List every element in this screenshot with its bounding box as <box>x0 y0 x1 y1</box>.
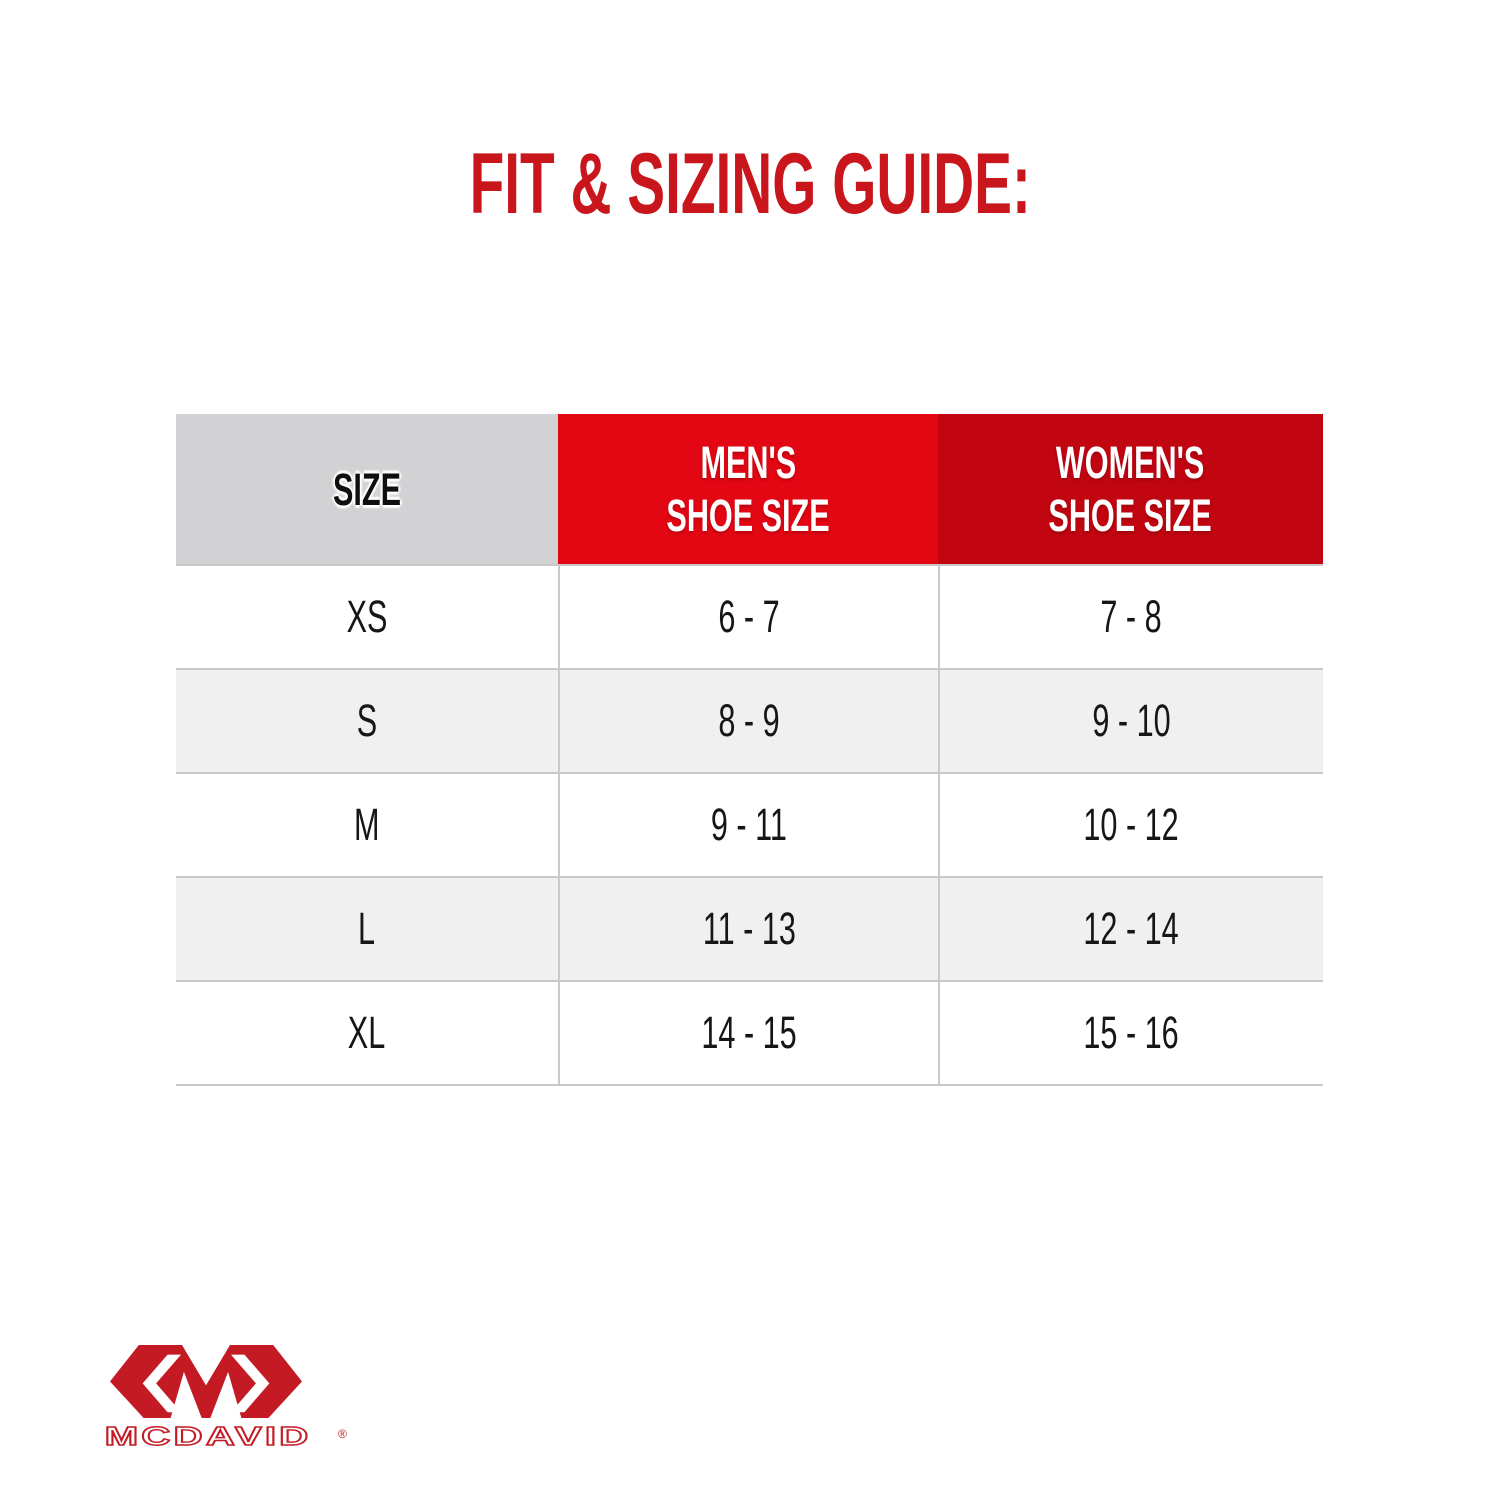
cell-size-text: XS <box>346 591 388 642</box>
cell-womens: 9 - 10 <box>938 670 1323 772</box>
cell-size-text: L <box>358 903 376 954</box>
table-row-l: L 11 - 13 12 - 14 <box>176 876 1323 980</box>
col-header-size: SIZE <box>176 414 558 564</box>
cell-mens: 14 - 15 <box>558 982 938 1084</box>
cell-mens-text: 14 - 15 <box>701 1007 797 1058</box>
cell-size-text: XL <box>348 1007 386 1058</box>
cell-mens-text: 6 - 7 <box>718 591 780 642</box>
cell-size-text: S <box>356 695 378 746</box>
cell-womens-text: 15 - 16 <box>1083 1007 1180 1058</box>
cell-womens: 7 - 8 <box>938 566 1323 668</box>
mcdavid-logo: MCDAVID ® <box>72 1326 372 1476</box>
cell-mens: 11 - 13 <box>558 878 938 980</box>
cell-mens: 6 - 7 <box>558 566 938 668</box>
mcdavid-wordmark: MCDAVID <box>105 1422 312 1451</box>
cell-womens-text: 7 - 8 <box>1100 591 1163 642</box>
page-title: FIT & SIZING GUIDE: <box>0 141 1500 227</box>
cell-size: XS <box>176 566 558 668</box>
cell-size: XL <box>176 982 558 1084</box>
page-title-text: FIT & SIZING GUIDE: <box>469 136 1031 232</box>
sizing-table: SIZE MEN'S SHOE SIZE WOMEN'S SHOE SIZE X… <box>176 414 1323 1086</box>
cell-size: M <box>176 774 558 876</box>
cell-womens-text: 10 - 12 <box>1083 799 1180 850</box>
cell-womens: 10 - 12 <box>938 774 1323 876</box>
cell-mens-text: 9 - 11 <box>711 799 787 850</box>
table-row-s: S 8 - 9 9 - 10 <box>176 668 1323 772</box>
cell-womens: 12 - 14 <box>938 878 1323 980</box>
col-header-womens-shoe-size: WOMEN'S SHOE SIZE <box>938 414 1323 564</box>
cell-size: L <box>176 878 558 980</box>
col-header-size-label: SIZE <box>332 463 402 515</box>
col-header-womens-line1: WOMEN'S <box>1056 437 1205 488</box>
cell-mens: 9 - 11 <box>558 774 938 876</box>
cell-womens-text: 9 - 10 <box>1092 695 1171 746</box>
cell-mens-text: 8 - 9 <box>718 695 780 746</box>
cell-mens-text: 11 - 13 <box>702 903 796 954</box>
table-row-xs: XS 6 - 7 7 - 8 <box>176 564 1323 668</box>
table-header-row: SIZE MEN'S SHOE SIZE WOMEN'S SHOE SIZE <box>176 414 1323 564</box>
registered-trademark-symbol: ® <box>338 1427 347 1441</box>
cell-womens-text: 12 - 14 <box>1083 903 1180 954</box>
mcdavid-emblem-icon: MCDAVID ® <box>104 1345 347 1452</box>
table-row-m: M 9 - 11 10 - 12 <box>176 772 1323 876</box>
cell-womens: 15 - 16 <box>938 982 1323 1084</box>
col-header-mens-shoe-size: MEN'S SHOE SIZE <box>558 414 938 564</box>
cell-size: S <box>176 670 558 772</box>
table-body: XS 6 - 7 7 - 8 S 8 - 9 9 - 10 M 9 - 11 1… <box>176 564 1323 1086</box>
col-header-womens-line2: SHOE SIZE <box>1048 490 1213 541</box>
col-header-mens-line1: MEN'S <box>700 437 796 488</box>
col-header-mens-line2: SHOE SIZE <box>666 490 830 541</box>
cell-mens: 8 - 9 <box>558 670 938 772</box>
table-row-xl: XL 14 - 15 15 - 16 <box>176 980 1323 1084</box>
cell-size-text: M <box>354 799 380 850</box>
